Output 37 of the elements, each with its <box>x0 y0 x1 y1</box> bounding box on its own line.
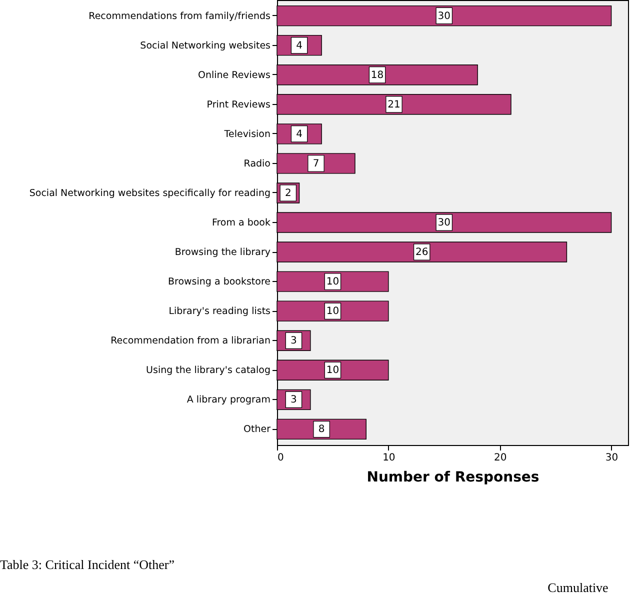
data-label: 30 <box>438 10 451 22</box>
x-tick-label: 20 <box>494 452 507 464</box>
y-tick-label: Online Reviews <box>198 70 271 81</box>
x-axis-title: Number of Responses <box>366 470 540 486</box>
x-tick-label: 10 <box>382 452 396 464</box>
data-label: 4 <box>296 128 302 140</box>
y-tick-label: Social Networking websites <box>140 40 271 52</box>
y-tick-label: Print Reviews <box>206 99 271 110</box>
y-tick-label: Radio <box>244 158 271 170</box>
y-tick-label: Television <box>223 128 270 140</box>
data-label: 3 <box>290 336 297 347</box>
data-label: 7 <box>312 158 320 170</box>
data-label: 2 <box>284 188 292 199</box>
data-label: 21 <box>388 99 400 110</box>
y-tick-label: Social Networking websites specifically for reading <box>29 188 270 199</box>
data-label: 4 <box>296 40 302 52</box>
caption: Table 3: Critical Incident “Other” <box>0 557 175 572</box>
data-label: 10 <box>326 276 340 288</box>
y-tick-label: Browsing the library <box>174 247 271 258</box>
data-label: 26 <box>415 247 428 258</box>
y-tick-label: Recommendations from family/friends <box>88 10 271 22</box>
y-tick-label: Using the library's catalog <box>146 365 270 376</box>
data-label: 10 <box>326 365 340 376</box>
data-label: 30 <box>438 218 451 228</box>
x-tick-label: 0 <box>278 452 284 464</box>
data-label: 10 <box>326 306 340 318</box>
data-label: 8 <box>318 424 325 436</box>
y-tick-label: A library program <box>186 394 270 406</box>
y-tick-label: Browsing a bookstore <box>168 276 271 288</box>
y-tick-label: Library's reading lists <box>168 306 271 318</box>
x-tick-label: 30 <box>605 452 618 464</box>
y-tick-label: From a book <box>212 218 271 228</box>
text: Cumulative <box>548 580 609 595</box>
y-tick-label: Recommendation from a librarian <box>110 336 270 347</box>
data-label: 3 <box>290 394 297 406</box>
y-tick-label: Other <box>244 424 271 436</box>
data-label: 18 <box>370 70 384 81</box>
